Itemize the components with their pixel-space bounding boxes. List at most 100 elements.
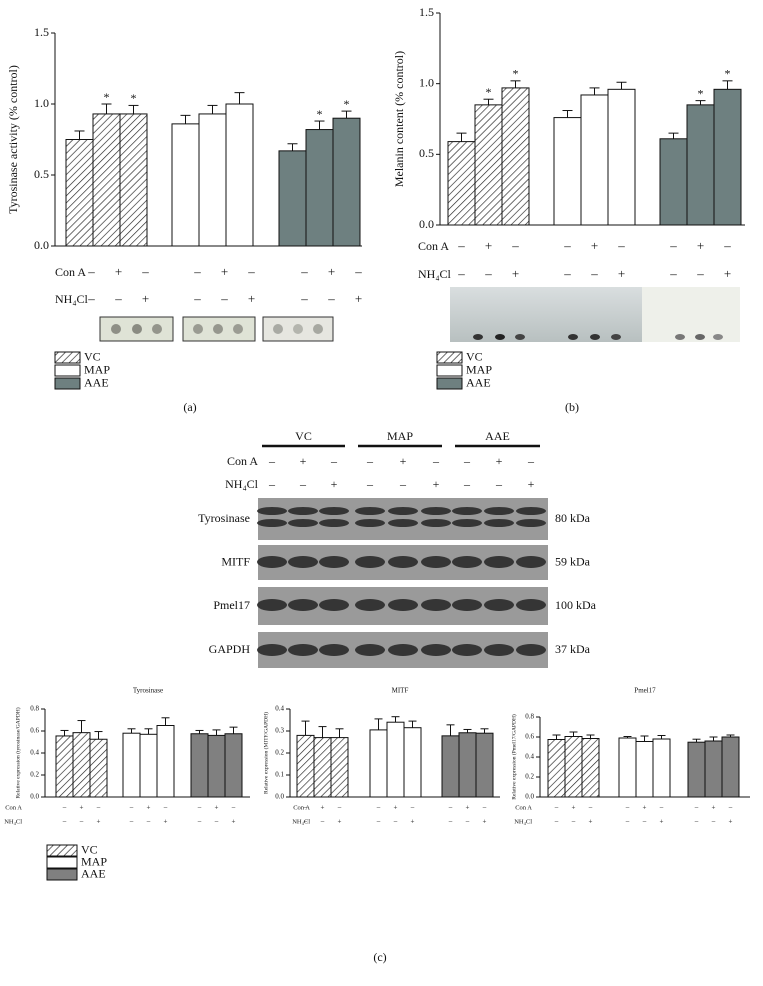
y-axis-label: Relative expression (tyrosinase/GAPDH) xyxy=(14,707,21,798)
bar xyxy=(72,732,91,798)
blot-band xyxy=(319,556,349,568)
treatment-sign: – xyxy=(320,818,325,826)
y-tick-label: 0.0 xyxy=(275,793,284,801)
blot-band xyxy=(288,556,318,568)
treatment-sign: + xyxy=(248,291,255,306)
y-tick-label: 1.0 xyxy=(419,75,434,89)
treatment-sign: – xyxy=(642,818,647,826)
y-tick-label: 0.3 xyxy=(275,727,284,735)
treatment-sign: + xyxy=(591,238,598,253)
chart-title: Tyrosinase xyxy=(133,687,163,695)
y-axis-label: Tyrosinase activity (% control) xyxy=(6,65,20,214)
treatment-sign: – xyxy=(366,454,374,468)
y-tick-label: 0.8 xyxy=(525,713,534,721)
blot-band xyxy=(388,556,418,568)
blot-band xyxy=(452,519,482,527)
treatment-sign: + xyxy=(221,264,228,279)
legend-label: VC xyxy=(466,349,483,363)
blot-band xyxy=(516,519,546,527)
treatment-sign: – xyxy=(193,291,201,306)
treatment-label: NH₄Cl xyxy=(292,818,310,825)
treatment-sign: – xyxy=(141,264,149,279)
treatment-label: NH₄Cl xyxy=(4,818,22,825)
bar xyxy=(92,113,121,247)
blot-band xyxy=(388,644,418,656)
bar xyxy=(65,139,94,247)
treatment-sign: – xyxy=(563,238,571,253)
treatment-sign: – xyxy=(62,818,67,826)
blot-band xyxy=(516,644,546,656)
treatment-label: Con A xyxy=(55,265,86,279)
treatment-sign: – xyxy=(482,804,487,812)
treatment-sign: – xyxy=(554,818,559,826)
y-tick-label: 0.0 xyxy=(525,793,534,801)
legend-label: MAP xyxy=(466,362,492,376)
blot-band xyxy=(484,644,514,656)
treatment-sign: – xyxy=(590,266,598,281)
bar xyxy=(386,721,405,798)
blot-band xyxy=(421,507,451,515)
bar xyxy=(119,113,148,247)
treatment-sign: + xyxy=(115,264,122,279)
significance-star: * xyxy=(486,85,492,99)
treatment-sign: – xyxy=(247,264,255,279)
treatment-sign: + xyxy=(729,818,733,826)
treatment-sign: – xyxy=(728,804,733,812)
treatment-sign: + xyxy=(328,264,335,279)
blot-group-label: MAP xyxy=(387,429,413,443)
treatment-sign: – xyxy=(299,477,307,491)
treatment-label: Con A xyxy=(5,804,22,811)
bar xyxy=(139,733,158,798)
blot-band xyxy=(452,599,482,611)
blot-group-label: AAE xyxy=(485,429,510,443)
treatment-sign: – xyxy=(563,266,571,281)
treatment-sign: + xyxy=(643,804,647,812)
blot-band xyxy=(319,519,349,527)
bar xyxy=(713,88,742,226)
treatment-sign: + xyxy=(338,818,342,826)
treatment-sign: – xyxy=(669,266,677,281)
treatment-sign: – xyxy=(588,804,593,812)
blot-band xyxy=(452,507,482,515)
blot-band xyxy=(355,556,385,568)
treatment-sign: – xyxy=(62,804,67,812)
treatment-sign: – xyxy=(694,804,699,812)
blot-band xyxy=(484,599,514,611)
chart-title: MITF xyxy=(392,687,409,695)
treatment-sign: – xyxy=(87,291,95,306)
bar xyxy=(305,129,334,247)
bar xyxy=(652,738,671,798)
treatment-sign: – xyxy=(711,818,716,826)
treatment-sign: – xyxy=(300,291,308,306)
panel-label: (b) xyxy=(565,400,579,414)
treatment-sign: + xyxy=(697,238,704,253)
treatment-sign: + xyxy=(660,818,664,826)
treatment-sign: + xyxy=(400,454,407,468)
blot-band xyxy=(484,556,514,568)
treatment-label: NH₄Cl xyxy=(514,818,532,825)
treatment-sign: + xyxy=(528,477,535,491)
treatment-sign: – xyxy=(87,264,95,279)
y-tick-label: 0.4 xyxy=(525,753,534,761)
treatment-sign: – xyxy=(197,818,202,826)
blot-size-label: 80 kDa xyxy=(555,511,591,525)
tube-photo xyxy=(450,287,740,342)
y-tick-label: 0.0 xyxy=(34,238,49,252)
bar xyxy=(547,739,566,798)
bar xyxy=(607,88,636,226)
chart-title: Pmel17 xyxy=(634,687,656,695)
panel-label: (a) xyxy=(183,400,196,414)
blot-size-label: 59 kDa xyxy=(555,554,591,568)
y-axis-label: Relative expression (MITF/GAPDH) xyxy=(262,712,269,794)
legend-swatch xyxy=(54,377,81,390)
treatment-sign: – xyxy=(197,804,202,812)
treatment-sign: – xyxy=(410,804,415,812)
y-tick-label: 1.5 xyxy=(419,5,434,19)
treatment-sign: + xyxy=(483,818,487,826)
treatment-sign: + xyxy=(712,804,716,812)
significance-star: * xyxy=(104,90,110,104)
treatment-sign: – xyxy=(694,818,699,826)
treatment-sign: – xyxy=(571,818,576,826)
treatment-label: Con A xyxy=(227,454,258,468)
legend-label: MAP xyxy=(84,362,110,376)
